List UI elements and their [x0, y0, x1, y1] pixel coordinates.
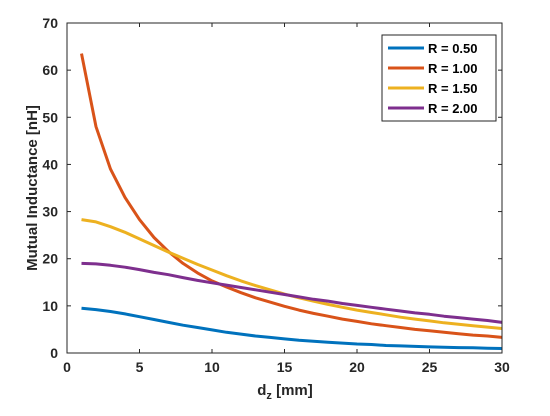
x-tick-label: 25 — [422, 359, 438, 375]
y-tick-label: 10 — [42, 298, 58, 314]
legend-label: R = 2.00 — [428, 101, 478, 116]
legend: R = 0.50 R = 1.00 R = 1.50 R = 2.00 — [381, 34, 497, 122]
x-tick-label: 5 — [136, 359, 144, 375]
x-tick-label: 20 — [349, 359, 365, 375]
x-axis-label-sub: z — [266, 390, 272, 402]
x-tick-label: 15 — [277, 359, 293, 375]
ticks-layer: 0 5 10 15 20 25 30 0 10 20 30 40 50 60 70 — [42, 15, 510, 375]
x-axis-label-main: d — [257, 382, 266, 399]
y-tick-label: 50 — [42, 109, 58, 125]
y-axis-label: Mutual Inductance [nH] — [24, 105, 41, 271]
y-tick-label: 30 — [42, 204, 58, 220]
x-tick-label: 30 — [494, 359, 510, 375]
series-line-1 — [81, 306, 503, 350]
series-line-4 — [81, 261, 503, 324]
y-tick-label: 60 — [42, 62, 58, 78]
x-tick-label: 0 — [63, 359, 71, 375]
y-tick-label: 40 — [42, 156, 58, 172]
x-tick-label: 10 — [204, 359, 220, 375]
y-tick-label: 20 — [42, 251, 58, 267]
series-line-2 — [80, 53, 503, 339]
y-tick-label: 0 — [50, 345, 58, 361]
x-axis-label-unit: [mm] — [272, 382, 313, 399]
legend-label: R = 1.00 — [428, 61, 478, 76]
legend-label: R = 0.50 — [428, 41, 478, 56]
x-axis-label: dz [mm] — [257, 382, 313, 402]
y-tick-label: 70 — [42, 15, 58, 31]
legend-label: R = 1.50 — [428, 81, 478, 96]
series-layer — [80, 53, 503, 350]
